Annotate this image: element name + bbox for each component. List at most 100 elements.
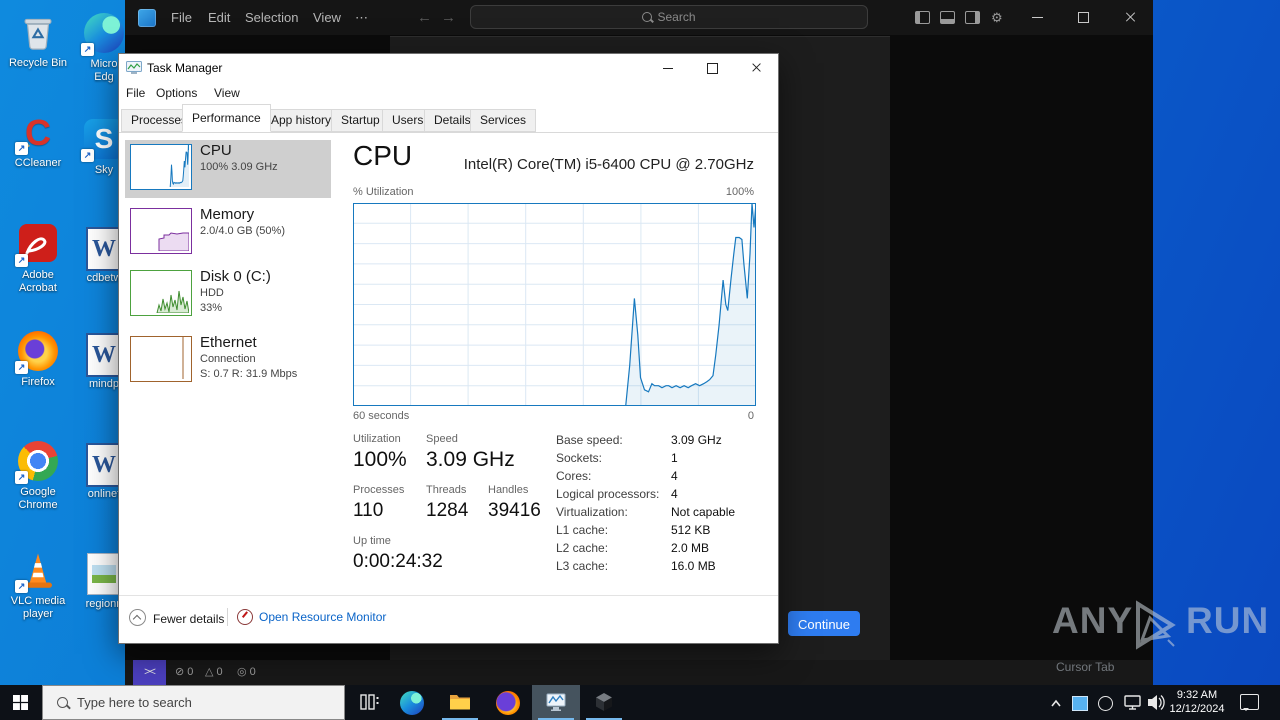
detail-value: 16.0 MB (671, 559, 716, 573)
window-close-button[interactable] (1109, 0, 1153, 35)
forward-icon[interactable]: → (441, 9, 456, 26)
cpu-utilization-line (625, 203, 756, 406)
desktop-icon-adobe-acrobat[interactable]: ↗ Adobe Acrobat (6, 222, 70, 295)
clock-time: 9:32 AM (1176, 689, 1218, 701)
cpu-mini-line (169, 145, 189, 187)
task-manager-tab-strip: Processes Performance App history Startu… (119, 104, 778, 133)
menu-edit[interactable]: Edit (208, 10, 231, 25)
start-button[interactable] (0, 685, 42, 720)
warnings-icon[interactable]: △ 0 (205, 666, 223, 678)
open-resource-monitor-link[interactable]: Open Resource Monitor (259, 610, 387, 624)
taskbar-sample-app-button[interactable] (580, 685, 628, 720)
tm-menu-options[interactable]: Options (156, 86, 198, 100)
layout-sidebar-left-icon[interactable] (915, 11, 930, 24)
tab-services[interactable]: Services (470, 109, 537, 132)
adobe-acrobat-icon: ↗ (15, 224, 59, 267)
remote-indicator[interactable]: >< (133, 660, 166, 685)
tab-performance[interactable]: Performance (182, 104, 271, 132)
search-icon (57, 697, 68, 708)
vlc-icon: ↗ (15, 550, 59, 593)
taskbar-search-box[interactable]: Type here to search (42, 685, 345, 720)
tray-sync-icon[interactable] (1098, 696, 1113, 711)
skype-icon: S ↗ (81, 119, 125, 162)
desktop-icon-doc-mindp[interactable]: W mindp (72, 332, 136, 391)
detail-value: 3.09 GHz (671, 433, 722, 447)
tab-app-history[interactable]: App history (261, 109, 342, 132)
editor-search-box[interactable]: Search (470, 5, 868, 29)
watermark-brand-right: RUN (1186, 600, 1270, 641)
more-menus-icon[interactable]: ⋯ (355, 10, 368, 25)
menu-selection[interactable]: Selection (245, 10, 299, 25)
stat-handles-value: 39416 (488, 500, 541, 521)
layout-sidebar-right-icon[interactable] (965, 11, 980, 24)
task-manager-menu-bar: File Options View (119, 82, 778, 105)
desktop-icon-vlc[interactable]: ↗ VLC media player (6, 550, 70, 621)
detail-value: Not capable (671, 505, 736, 519)
taskbar-file-explorer-button[interactable] (436, 685, 484, 720)
code-title-bar: File Edit Selection View ⋯ ← → Search ⚙ (125, 0, 1153, 35)
chart-y-axis-label: % Utilization (353, 186, 414, 198)
continue-button[interactable]: Continue (788, 611, 860, 636)
cpu-mini-chart (130, 144, 192, 190)
settings-gear-icon[interactable]: ⚙ (991, 10, 1003, 25)
tm-menu-view[interactable]: View (214, 86, 240, 100)
sidebar-item-memory[interactable]: Memory 2.0/4.0 GB (50%) (125, 204, 331, 260)
stat-label: Processes (353, 484, 405, 496)
tray-chevron-up-icon[interactable] (1048, 685, 1064, 720)
tab-processes[interactable]: Processes (121, 109, 198, 132)
cpu-performance-pane: CPU Intel(R) Core(TM) i5-6400 CPU @ 2.70… (119, 132, 778, 595)
tm-menu-file[interactable]: File (126, 86, 146, 100)
file-explorer-icon (450, 695, 470, 710)
taskbar-task-manager-button[interactable] (532, 685, 580, 720)
back-icon[interactable]: ← (417, 9, 432, 26)
desktop-icon-doc-regionn[interactable]: regionn (72, 552, 136, 611)
shortcut-arrow-icon: ↗ (15, 254, 28, 267)
clock-date: 12/12/2024 (1169, 703, 1225, 715)
tab-startup[interactable]: Startup (331, 109, 390, 132)
taskbar-firefox-button[interactable] (484, 685, 532, 720)
ports-icon[interactable]: ◎ 0 (237, 666, 256, 678)
desktop-icon-doc-onlinef[interactable]: W onlinef (72, 442, 136, 501)
cpu-chart-grid (353, 203, 756, 406)
search-icon (642, 12, 653, 22)
window-maximize-button[interactable] (1061, 0, 1105, 35)
taskbar-clock[interactable]: 9:32 AM 12/12/2024 (1162, 688, 1232, 716)
tm-maximize-button[interactable] (690, 54, 734, 82)
errors-icon[interactable]: ⊘ 0 (175, 666, 194, 678)
tray-volume-icon[interactable] (1144, 685, 1166, 720)
tm-minimize-button[interactable] (646, 54, 690, 82)
tab-users[interactable]: Users (382, 109, 434, 132)
task-manager-icon (546, 693, 566, 711)
taskbar-edge-button[interactable] (388, 685, 436, 720)
detail-value: 4 (671, 487, 678, 501)
disk-mini-chart (130, 270, 192, 316)
desktop-icon-microsoft-edge[interactable]: ↗ Micro Edg (72, 12, 136, 84)
desktop-icon-google-chrome[interactable]: ↗ Google Chrome (6, 440, 70, 512)
layout-panel-bottom-icon[interactable] (940, 11, 955, 24)
app-logo-icon[interactable] (138, 9, 156, 27)
menu-file[interactable]: File (171, 10, 192, 25)
task-view-button[interactable] (345, 685, 393, 720)
tm-close-button[interactable] (734, 54, 778, 82)
sidebar-item-ethernet[interactable]: Ethernet Connection S: 0.7 R: 31.9 Mbps (125, 332, 331, 392)
detail-label: L3 cache: (556, 559, 609, 573)
tray-network-icon[interactable] (1122, 685, 1144, 720)
stat-speed-value: 3.09 GHz (426, 448, 515, 471)
desktop-icon-skype[interactable]: S ↗ Sky (72, 118, 136, 177)
menu-view[interactable]: View (313, 10, 341, 25)
window-minimize-button[interactable] (1015, 0, 1059, 35)
sidebar-item-disk[interactable]: Disk 0 (C:) HDD 33% (125, 266, 331, 324)
detail-label: L1 cache: (556, 523, 609, 537)
action-center-icon[interactable] (1240, 694, 1259, 711)
sidebar-item-cpu[interactable]: CPU 100% 3.09 GHz (125, 140, 331, 198)
tray-app-icon-blue[interactable] (1072, 696, 1088, 711)
desktop-icon-firefox[interactable]: ↗ Firefox (6, 330, 70, 389)
word-document-icon: W (83, 443, 125, 487)
anyrun-play-logo-icon (1136, 600, 1176, 650)
shortcut-arrow-icon: ↗ (81, 43, 94, 56)
desktop-icon-recycle-bin[interactable]: Recycle Bin (6, 12, 70, 70)
desktop-icon-ccleaner[interactable]: C ↗ CCleaner (14, 112, 62, 169)
anyrun-watermark: ANY RUN Cursor Tab (1030, 596, 1268, 678)
fewer-details-button[interactable]: Fewer details (129, 609, 224, 626)
